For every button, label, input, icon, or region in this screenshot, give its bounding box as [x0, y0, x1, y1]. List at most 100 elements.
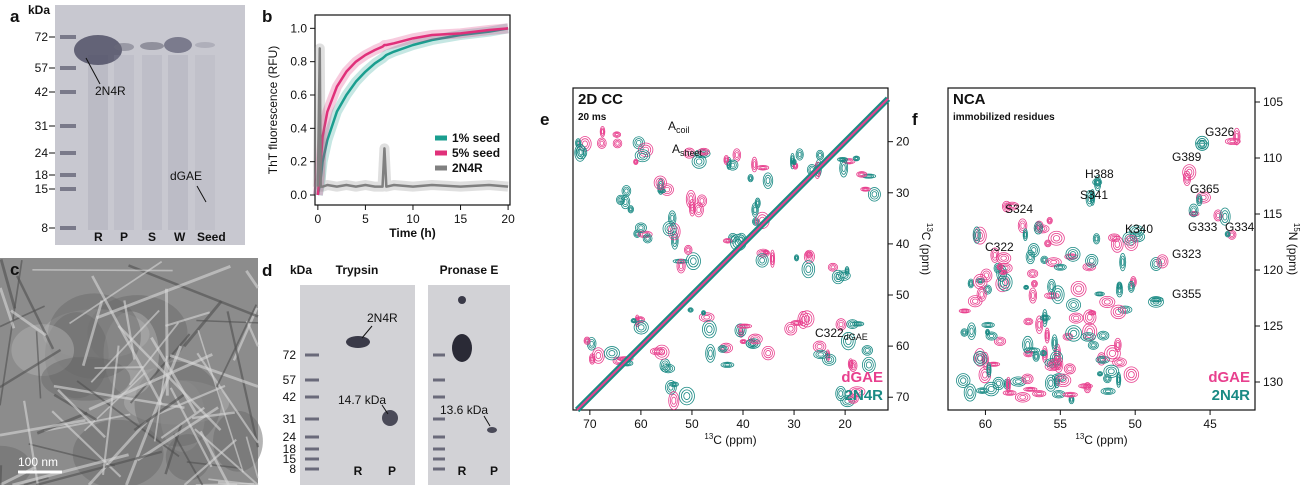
contour	[813, 349, 829, 360]
contour	[1225, 231, 1230, 237]
label-text: A	[672, 142, 680, 156]
contour	[1036, 392, 1043, 396]
contour	[1065, 364, 1075, 373]
fibril	[0, 465, 37, 485]
contour	[575, 138, 582, 148]
marker-band	[433, 447, 445, 451]
contour	[827, 262, 839, 272]
legend-label: dGAE	[841, 369, 883, 386]
lane-label: R	[94, 230, 103, 244]
contour	[805, 251, 814, 262]
unit-label: kDa	[290, 263, 312, 277]
fibril	[96, 265, 231, 320]
contour	[705, 344, 716, 363]
contour	[1065, 325, 1082, 342]
fibril	[128, 322, 180, 386]
contour	[993, 336, 1007, 346]
band-label: 2N4R	[95, 84, 126, 98]
contour	[732, 148, 742, 162]
marker-label: 15	[283, 452, 297, 466]
contour	[1182, 164, 1197, 181]
contour	[998, 265, 1002, 269]
contour	[1048, 218, 1052, 223]
contour	[638, 225, 644, 231]
panel-letter: b	[262, 7, 272, 26]
contour	[862, 356, 876, 374]
marker-label: 8	[41, 221, 48, 235]
lane-smear	[195, 55, 215, 230]
contour	[642, 233, 653, 244]
contour	[965, 386, 975, 399]
contour	[1095, 179, 1100, 187]
x-axis-label: 13C (ppm)	[1075, 432, 1127, 447]
band-label: 14.7 kDa	[338, 393, 386, 407]
contour	[1112, 238, 1122, 251]
contour	[831, 269, 845, 285]
peak-label: G334	[1225, 220, 1255, 234]
contour	[859, 172, 865, 176]
contour	[1053, 288, 1063, 302]
contour	[1066, 393, 1074, 397]
contour	[701, 310, 706, 316]
contour	[1127, 280, 1135, 293]
x-tick-label: 60	[634, 417, 648, 431]
contour	[1065, 246, 1081, 262]
contour	[973, 229, 980, 242]
contour	[806, 253, 812, 260]
contour	[1022, 228, 1028, 242]
contour	[1150, 297, 1162, 307]
contour	[627, 205, 634, 214]
contour	[958, 308, 971, 314]
contour	[1034, 223, 1042, 233]
contour	[751, 202, 759, 218]
contour	[1041, 315, 1050, 321]
superscript: 13	[704, 432, 713, 441]
contour	[861, 345, 873, 356]
contour	[1129, 225, 1145, 238]
contour	[1055, 264, 1065, 270]
contour	[614, 139, 621, 147]
contour	[1105, 366, 1117, 376]
contour	[978, 289, 986, 300]
contour	[1213, 209, 1223, 222]
contour	[1006, 376, 1011, 394]
contour	[1031, 280, 1037, 287]
contour	[1086, 313, 1093, 321]
contour	[634, 149, 651, 163]
contour	[635, 322, 647, 333]
contour	[584, 337, 590, 344]
contour	[749, 176, 753, 181]
fibril	[160, 406, 205, 439]
contour	[1023, 338, 1032, 352]
contour	[686, 150, 692, 156]
contour	[1088, 257, 1095, 264]
contour	[1095, 355, 1110, 364]
contour	[864, 348, 870, 353]
contour	[815, 351, 826, 358]
contour	[685, 246, 692, 254]
contour	[1040, 255, 1049, 264]
contour	[998, 253, 1010, 263]
contour	[590, 356, 594, 362]
contour	[794, 255, 799, 261]
contour	[960, 309, 970, 313]
contour	[720, 347, 725, 351]
contour	[969, 281, 973, 286]
contour	[1023, 284, 1030, 290]
contour	[699, 198, 705, 204]
contour	[1114, 240, 1121, 248]
contour	[1111, 235, 1124, 253]
contour	[1040, 350, 1047, 356]
contour	[685, 189, 697, 209]
contour	[1148, 296, 1164, 308]
contour	[1227, 229, 1237, 240]
band-label: 2N4R	[367, 311, 398, 325]
contour	[1094, 236, 1099, 242]
fibril	[69, 260, 163, 325]
contour	[1034, 391, 1045, 397]
contour	[1022, 335, 1034, 354]
contour	[613, 132, 620, 137]
label-text: A	[668, 119, 676, 133]
contour	[1226, 232, 1230, 236]
y-tick-label: 0.0	[290, 188, 307, 202]
